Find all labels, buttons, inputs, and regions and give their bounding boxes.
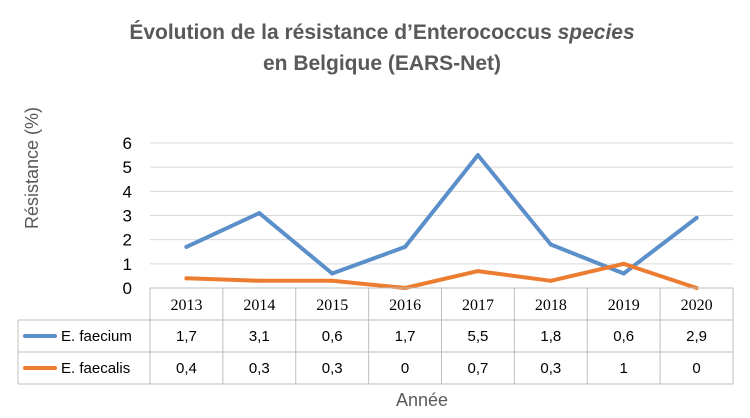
series-point <box>475 269 480 274</box>
y-tick-label: 1 <box>123 255 132 274</box>
series-point <box>184 276 189 281</box>
series-point <box>621 261 626 266</box>
y-tick-label: 6 <box>123 134 132 153</box>
category-label: 2013 <box>170 297 202 314</box>
y-tick-label: 3 <box>123 207 132 226</box>
data-label: 0,3 <box>322 360 343 377</box>
series-lines <box>184 153 699 290</box>
data-label: 0 <box>401 360 409 377</box>
data-label: 0 <box>692 360 700 377</box>
series-point <box>257 278 262 283</box>
category-label: 2017 <box>462 297 494 314</box>
data-label: 2,9 <box>686 328 707 345</box>
chart-title-prefix: Évolution de la résistance d’Enterococcu… <box>129 21 557 44</box>
series-point <box>184 244 189 249</box>
data-label: 5,5 <box>468 328 489 345</box>
series-point <box>548 242 553 247</box>
data-label: 1,7 <box>395 328 416 345</box>
y-axis-label: Résistance (%) <box>22 107 42 229</box>
data-label: 0,7 <box>468 360 489 377</box>
data-label: 1 <box>620 360 628 377</box>
data-label: 3,1 <box>249 328 270 345</box>
series-point <box>403 244 408 249</box>
y-tick-label: 4 <box>123 182 132 201</box>
data-label: 0,6 <box>322 328 343 345</box>
series-point <box>330 271 335 276</box>
series-line-1 <box>184 261 699 290</box>
y-tick-label: 5 <box>123 158 132 177</box>
category-label: 2014 <box>243 297 275 314</box>
category-label: 2015 <box>316 297 348 314</box>
series-name: E. faecium <box>61 328 132 345</box>
data-label: 1,7 <box>176 328 197 345</box>
y-tick-label: 2 <box>123 231 132 250</box>
x-axis-label: Année <box>396 390 448 410</box>
category-label: 2018 <box>535 297 567 314</box>
data-label: 0,4 <box>176 360 197 377</box>
series-point <box>694 215 699 220</box>
y-tick-label: 0 <box>123 279 132 298</box>
chart-title-line1: Évolution de la résistance d’Enterococcu… <box>129 21 634 44</box>
data-label: 1,8 <box>540 328 561 345</box>
y-axis-ticks: 0 1 2 3 4 5 6 <box>123 134 132 298</box>
series-point <box>475 153 480 158</box>
category-label: 2019 <box>608 297 640 314</box>
data-label: 0,3 <box>540 360 561 377</box>
category-label: 2016 <box>389 297 421 314</box>
chart-title-line2: en Belgique (EARS-Net) <box>263 52 501 75</box>
series-point <box>257 211 262 216</box>
category-label: 2020 <box>681 297 713 314</box>
series-point <box>330 278 335 283</box>
data-label: 0,6 <box>613 328 634 345</box>
series-name: E. faecalis <box>61 360 130 377</box>
data-table: 2013 2014 2015 2016 2017 2018 2019 2020 E. faeci… <box>17 287 734 385</box>
series-line-0 <box>184 153 699 276</box>
series-point <box>621 271 626 276</box>
data-label: 0,3 <box>249 360 270 377</box>
series-point <box>548 278 553 283</box>
chart-title-italic: species <box>558 21 635 44</box>
